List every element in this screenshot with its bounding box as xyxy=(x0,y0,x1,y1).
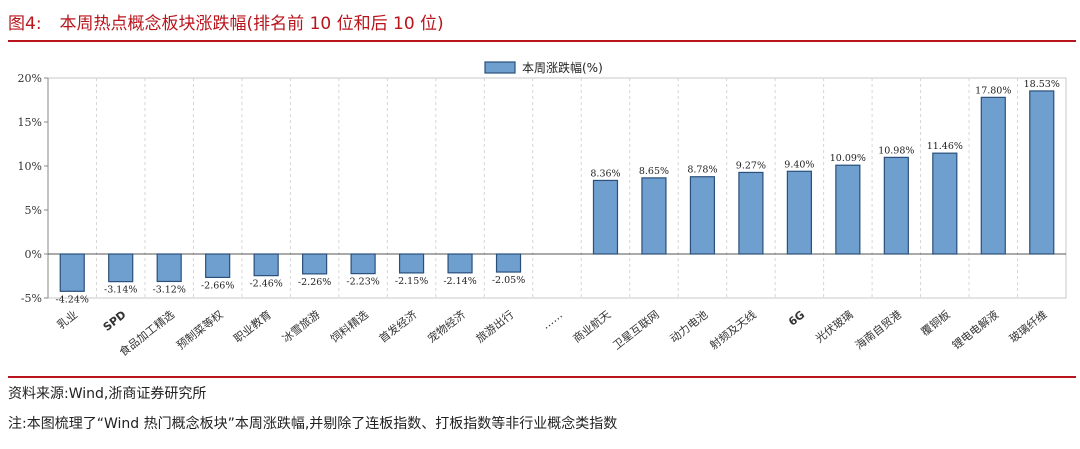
data-label: 17.80% xyxy=(975,85,1011,96)
category-label: 玻璃纤维 xyxy=(1006,307,1049,345)
category-label: …… xyxy=(540,308,565,332)
data-label: -2.14% xyxy=(443,276,476,287)
y-tick-label: 0% xyxy=(25,248,42,261)
bar xyxy=(786,170,812,255)
bar xyxy=(205,253,231,279)
bar xyxy=(835,164,861,255)
y-tick-label: 15% xyxy=(18,116,42,129)
chart-area: -5% 0% 5% 10% 15% 20% -4.24% 乳业 -3.14% SPD -3.12% 食… xyxy=(8,48,1076,375)
category-label: 乳业 xyxy=(55,308,80,332)
category-label: 锂电电解液 xyxy=(949,307,1001,352)
data-label: 8.78% xyxy=(687,165,717,176)
category-label: 首发经济 xyxy=(376,307,419,345)
data-label: -2.15% xyxy=(395,276,428,287)
category-label: 宠物经济 xyxy=(425,307,468,345)
category-label: 职业教育 xyxy=(231,307,274,345)
data-label: -2.26% xyxy=(298,277,331,288)
category-label: 冰雪旅游 xyxy=(279,307,322,345)
bar xyxy=(302,253,328,275)
plot-frame xyxy=(47,77,1067,299)
bar xyxy=(1029,90,1055,255)
category-label: 海南自贸港 xyxy=(852,307,904,352)
figure-label: 图4: xyxy=(8,14,42,34)
category-label: 旅游出行 xyxy=(473,307,516,345)
data-label: -2.23% xyxy=(346,277,379,288)
category-label: 饲料精选 xyxy=(328,307,371,345)
bar xyxy=(883,156,909,255)
category-label: 覆铜板 xyxy=(918,307,953,338)
data-label: 10.98% xyxy=(878,145,914,156)
data-label: 8.36% xyxy=(590,168,620,179)
data-label: -2.66% xyxy=(201,280,234,291)
remark-note: 注:本图梳理了“Wind 热门概念板块”本周涨跌幅,并剔除了连板指数、打板指数等… xyxy=(8,416,618,432)
data-label: 18.53% xyxy=(1024,79,1060,90)
bar xyxy=(108,253,134,283)
bar-chart: -5%0%5%10%15%20%-4.24%乳业-3.14%SPD-3.12%食… xyxy=(18,60,1067,359)
data-label: -2.46% xyxy=(249,279,282,290)
data-label: 8.65% xyxy=(639,166,669,177)
data-label: -2.05% xyxy=(492,275,525,286)
y-tick-label: 5% xyxy=(25,204,42,217)
y-tick-label: -5% xyxy=(21,292,42,305)
legend-label: 本周涨跌幅(%) xyxy=(522,60,603,75)
data-label: -3.14% xyxy=(104,285,137,296)
category-label: 卫星互联网 xyxy=(610,308,661,352)
bar xyxy=(932,152,958,255)
legend-swatch xyxy=(484,61,516,74)
bar xyxy=(253,253,279,277)
bar xyxy=(592,179,619,255)
figure-title: 图4: 本周热点概念板块涨跌幅(排名前 10 位和后 10 位) xyxy=(8,9,444,34)
data-label: -4.24% xyxy=(56,294,89,305)
data-label: 9.40% xyxy=(784,159,814,170)
bar xyxy=(738,171,764,255)
category-label: 动力电池 xyxy=(668,308,711,345)
bar xyxy=(689,176,716,255)
category-label: 6G xyxy=(786,308,807,329)
figure-title-text: 本周热点概念板块涨跌幅(排名前 10 位和后 10 位) xyxy=(59,14,444,34)
source-rule xyxy=(8,376,1076,378)
bar xyxy=(495,253,522,273)
category-label: 光伏玻璃 xyxy=(812,307,855,345)
bar xyxy=(350,253,376,275)
bar xyxy=(447,253,473,274)
bar xyxy=(59,253,85,292)
bar xyxy=(398,253,425,274)
category-label: SPD xyxy=(101,308,129,334)
source-note: 资料来源:Wind,浙商证券研究所 xyxy=(8,386,207,402)
bar xyxy=(156,253,182,283)
data-label: 11.46% xyxy=(927,141,963,152)
bar xyxy=(641,177,667,255)
y-tick-label: 20% xyxy=(18,72,42,85)
data-label: 9.27% xyxy=(736,160,766,171)
data-label: -3.12% xyxy=(152,284,185,295)
data-label: 10.09% xyxy=(830,153,866,164)
title-rule xyxy=(8,40,1076,42)
category-label: 商业航天 xyxy=(570,307,613,345)
category-label: 射频及天线 xyxy=(707,307,759,352)
y-tick-label: 10% xyxy=(18,160,42,173)
bar xyxy=(980,96,1006,255)
category-label: 预制菜等权 xyxy=(174,307,226,352)
